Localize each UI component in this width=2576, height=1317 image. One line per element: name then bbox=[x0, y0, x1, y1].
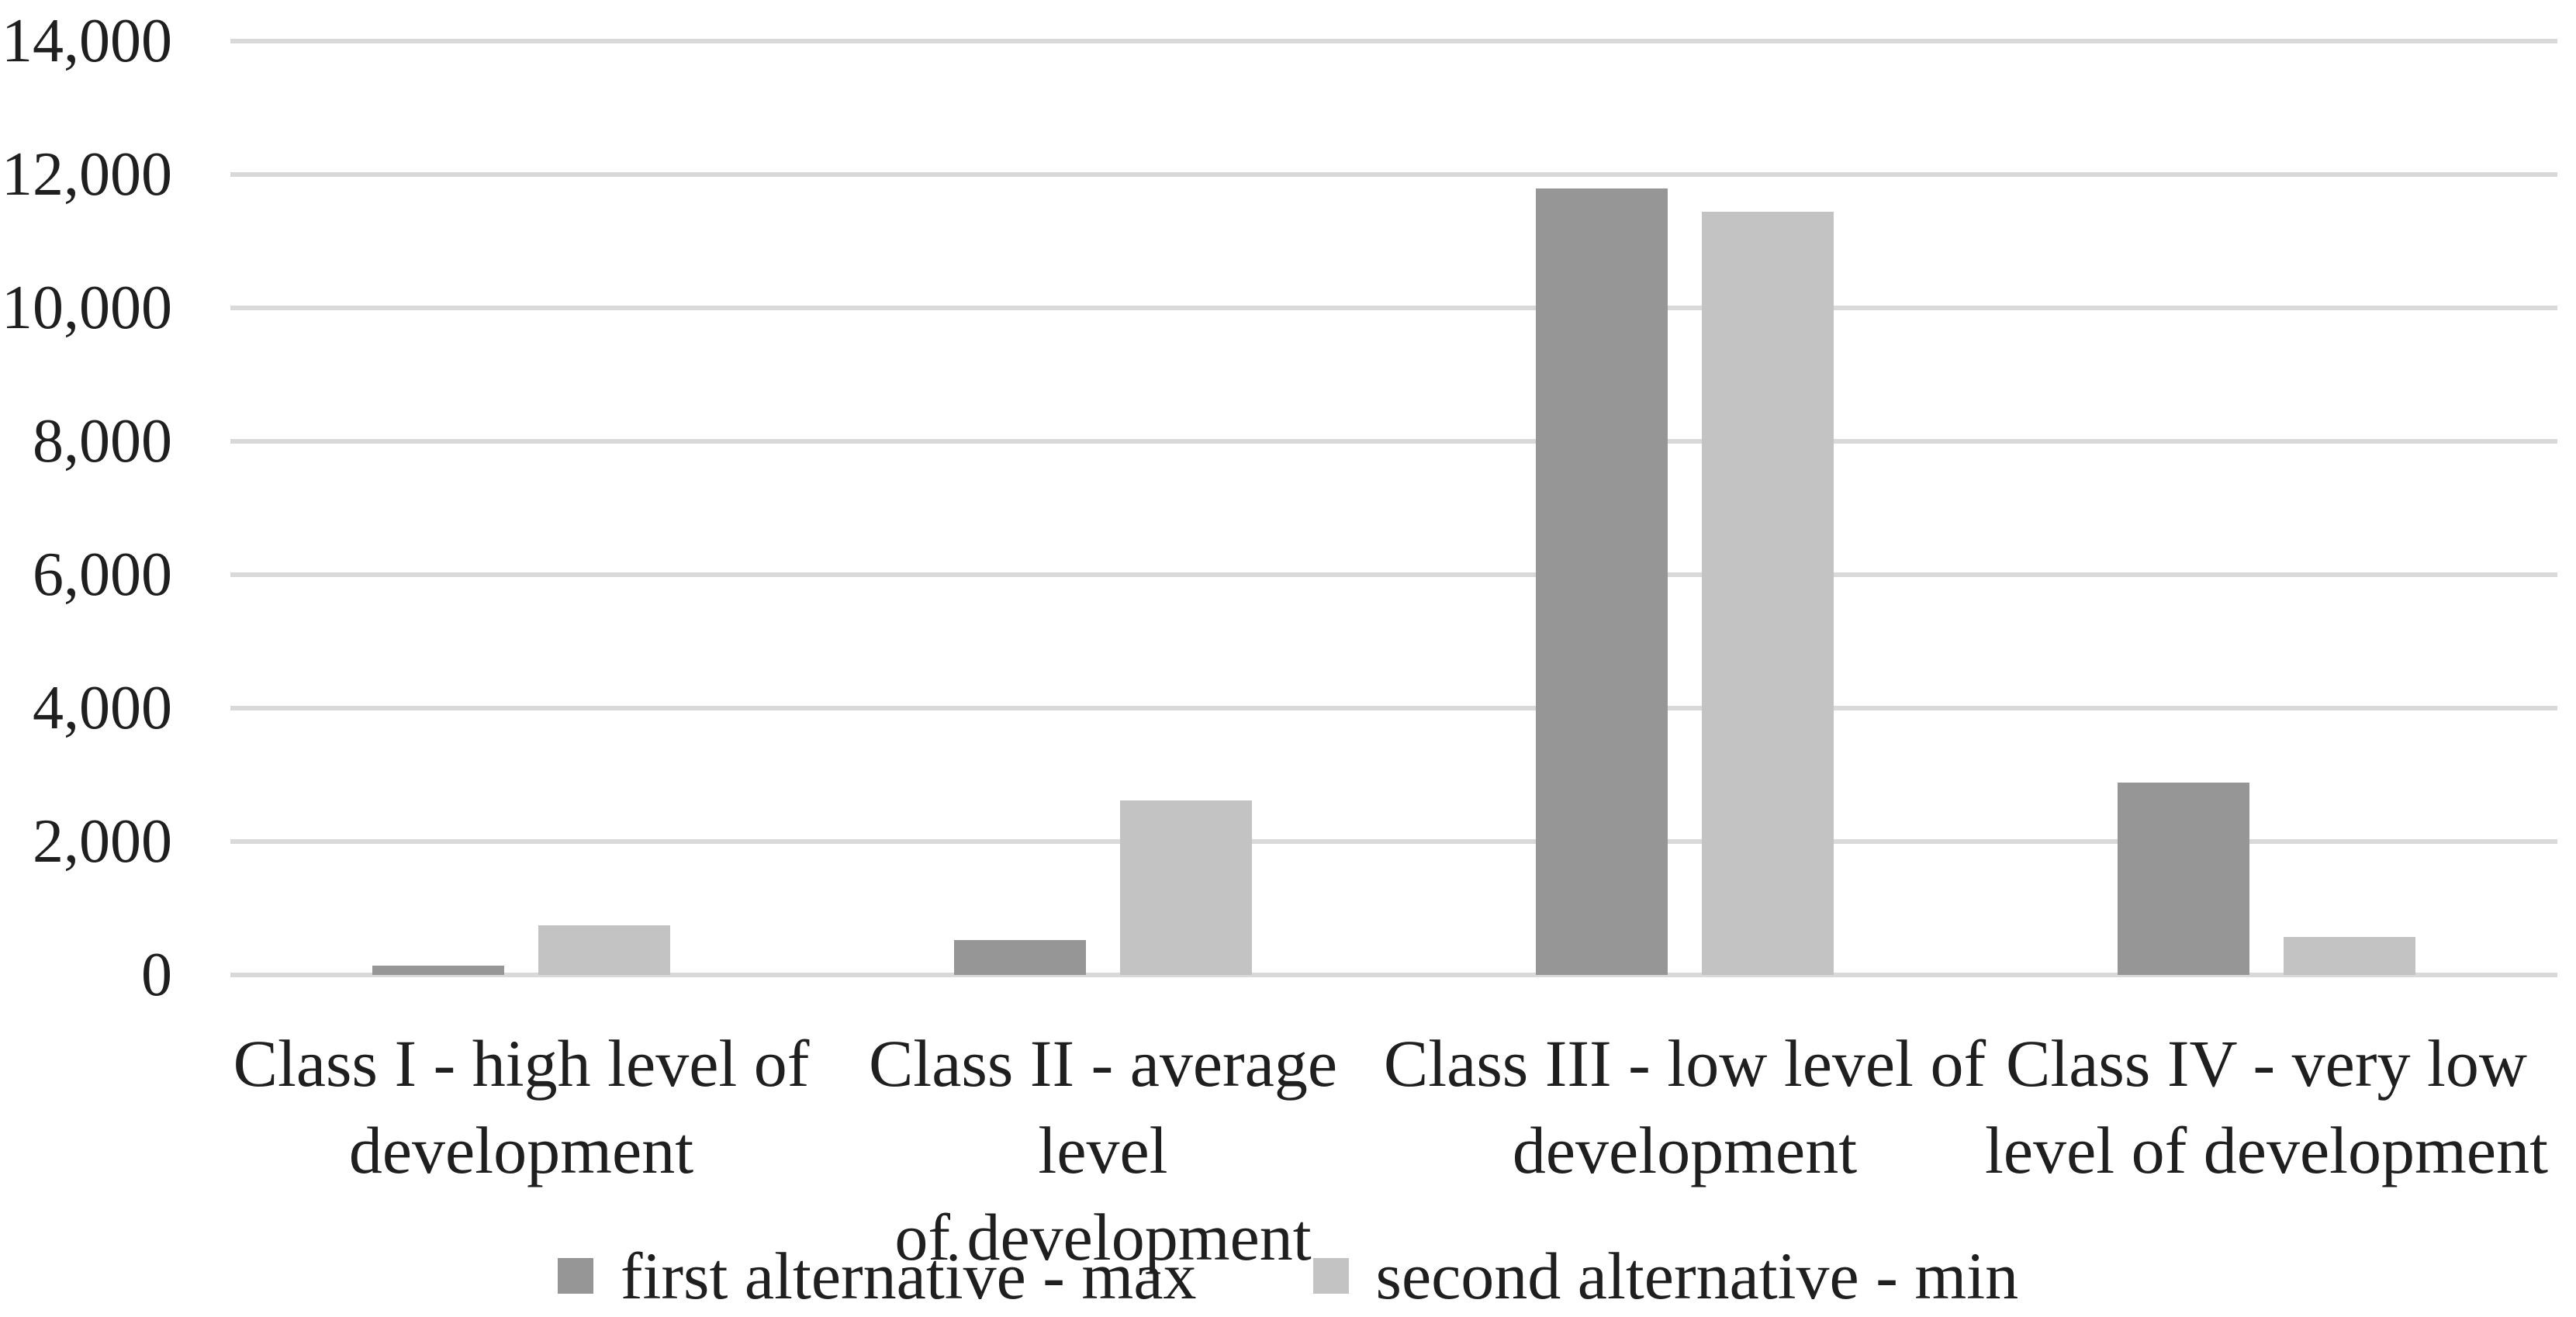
category-label-line: development bbox=[1512, 1113, 1858, 1187]
category-label-line: development bbox=[348, 1113, 694, 1187]
bar-series1-cat4 bbox=[2118, 783, 2249, 975]
gridline-6000 bbox=[230, 572, 2557, 577]
gridline-10000 bbox=[230, 306, 2557, 310]
legend-label: first alternative - max bbox=[620, 1239, 1197, 1313]
gridline-2000 bbox=[230, 839, 2557, 844]
legend-swatch-2 bbox=[1312, 1258, 1349, 1294]
y-tick-label: 2,000 bbox=[33, 807, 172, 876]
y-tick-label: 0 bbox=[141, 941, 172, 1009]
category-label-2: Class II - average level of development bbox=[800, 1020, 1406, 1281]
bar-series2-cat2 bbox=[1120, 800, 1252, 975]
y-tick-label: 12,000 bbox=[2, 140, 172, 209]
y-tick-label: 4,000 bbox=[33, 674, 172, 742]
bar-series1-cat2 bbox=[954, 940, 1086, 975]
gridline-14000 bbox=[230, 39, 2557, 43]
bar-series1-cat1 bbox=[372, 966, 504, 975]
bar-series1-cat3 bbox=[1536, 188, 1668, 975]
bar-series2-cat1 bbox=[538, 925, 670, 975]
category-label-line: Class III - low level of bbox=[1383, 1026, 1986, 1101]
gridline-12000 bbox=[230, 172, 2557, 177]
category-label-3: Class III - low level of development bbox=[1382, 1020, 1987, 1194]
category-label-4: Class IV - very low level of development bbox=[1964, 1020, 2569, 1194]
category-label-line: Class IV - very low bbox=[2005, 1026, 2527, 1101]
legend-swatch-1 bbox=[557, 1258, 593, 1294]
legend-item-2: second alternative - min bbox=[1312, 1237, 2019, 1315]
y-tick-label: 10,000 bbox=[2, 274, 172, 342]
y-tick-label: 6,000 bbox=[33, 541, 172, 609]
gridline-4000 bbox=[230, 706, 2557, 710]
y-tick-label: 8,000 bbox=[33, 407, 172, 475]
category-label-line: Class II - average level bbox=[868, 1026, 1338, 1187]
category-label-line: level of development bbox=[1985, 1113, 2548, 1187]
chart-legend: first alternative - max second alternativ… bbox=[0, 1237, 2576, 1315]
category-label-line: Class I - high level of bbox=[233, 1026, 810, 1101]
category-label-1: Class I - high level of development bbox=[219, 1020, 824, 1194]
gridline-0 bbox=[230, 973, 2557, 977]
bar-series2-cat4 bbox=[2284, 937, 2415, 975]
legend-label: second alternative - min bbox=[1375, 1239, 2019, 1313]
gridline-8000 bbox=[230, 439, 2557, 444]
y-tick-label: 14,000 bbox=[2, 7, 172, 75]
category-label-line: of development bbox=[894, 1200, 1312, 1274]
legend-item-1: first alternative - max bbox=[557, 1237, 1197, 1315]
bar-series2-cat3 bbox=[1702, 212, 1834, 975]
